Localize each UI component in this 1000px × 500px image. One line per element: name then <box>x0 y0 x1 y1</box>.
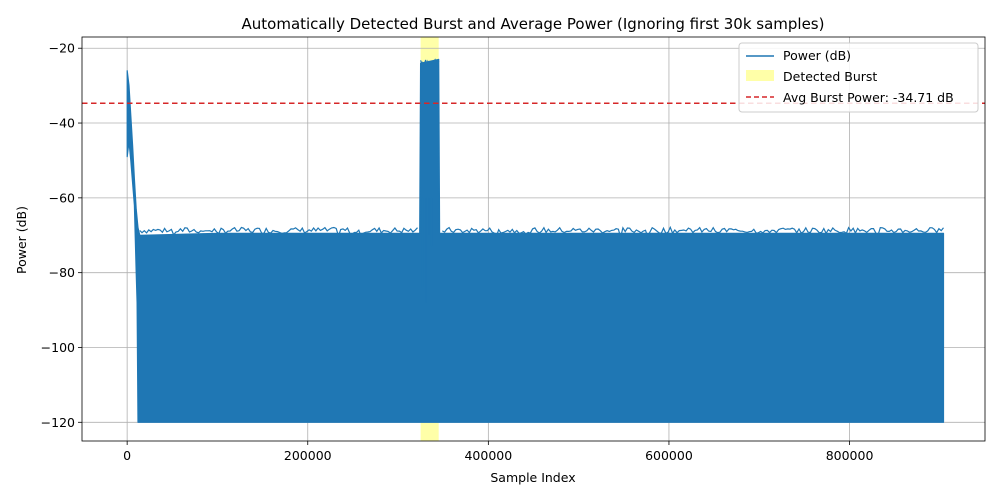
x-axis-label: Sample Index <box>490 470 575 485</box>
legend: Power (dB) Detected Burst Avg Burst Powe… <box>738 42 979 113</box>
plot-frame <box>81 36 986 442</box>
power-series-envelope <box>126 58 945 423</box>
x-tick-label: 400000 <box>464 448 512 463</box>
legend-label-power: Power (dB) <box>783 48 851 63</box>
x-tick-label: 800000 <box>826 448 874 463</box>
y-tick-label: −100 <box>41 340 75 355</box>
y-tick-label: −80 <box>49 265 75 280</box>
x-tick-label: 0 <box>123 448 131 463</box>
y-tick-label: −40 <box>49 116 75 131</box>
x-tick-label: 600000 <box>645 448 693 463</box>
y-tick-label: −120 <box>41 415 75 430</box>
y-tick-label: −20 <box>49 41 75 56</box>
chart-title: Automatically Detected Burst and Average… <box>242 15 825 33</box>
burst-top-edge <box>420 58 440 69</box>
legend-label-burst: Detected Burst <box>783 69 877 84</box>
y-tick-label: −60 <box>49 190 75 205</box>
power-series-noise <box>139 225 944 239</box>
legend-swatch-burst <box>746 70 774 81</box>
y-axis-label: Power (dB) <box>14 206 29 274</box>
legend-box <box>738 42 979 113</box>
x-tick-label: 200000 <box>284 448 332 463</box>
legend-label-avg: Avg Burst Power: -34.71 dB <box>783 90 954 105</box>
